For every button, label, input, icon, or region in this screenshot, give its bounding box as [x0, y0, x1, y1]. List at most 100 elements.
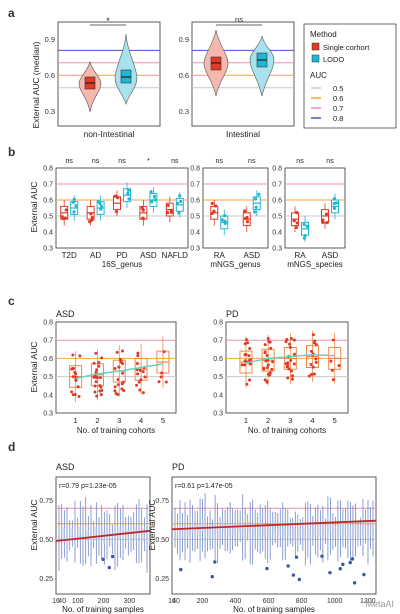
- data-point: [143, 375, 147, 379]
- box: [267, 525, 269, 539]
- data-point: [76, 385, 80, 389]
- box: [194, 524, 196, 538]
- box: [224, 524, 226, 537]
- data-point: [137, 380, 141, 384]
- data-point: [311, 333, 315, 337]
- panel-d-ylabel-pd: External AUC: [147, 499, 157, 550]
- plot-frame: [55, 476, 151, 595]
- plot-frame: [225, 321, 349, 414]
- data-point: [265, 366, 269, 370]
- box: [317, 524, 319, 538]
- data-point: [92, 375, 96, 379]
- ytick-label: 0.75: [155, 498, 169, 505]
- data-point: [97, 364, 101, 368]
- box: [367, 525, 369, 539]
- facet-label: Intestinal: [226, 129, 260, 139]
- data-point: [210, 211, 214, 215]
- outlier-point: [362, 572, 366, 577]
- data-point: [138, 388, 142, 392]
- box: [211, 527, 214, 541]
- category-label: RA: [214, 251, 226, 260]
- box: [114, 531, 116, 545]
- data-point: [93, 384, 97, 388]
- outlier-point: [320, 554, 324, 558]
- data-point: [159, 375, 163, 379]
- panel-a: External AUC (median) * 0.9 0.6 0.3 non-…: [31, 15, 397, 139]
- box: [372, 522, 374, 535]
- data-point: [74, 378, 78, 382]
- data-point: [153, 198, 157, 202]
- box: [108, 524, 111, 537]
- x-axis-label: No. of training samples: [62, 605, 144, 614]
- outlier-point: [101, 557, 105, 562]
- data-point: [114, 392, 118, 396]
- box: [332, 525, 334, 538]
- sig-label: ns: [235, 15, 243, 24]
- ytick-label: 0.50: [39, 537, 53, 544]
- data-point: [266, 336, 270, 340]
- data-point: [245, 382, 249, 386]
- sig-label: *: [106, 16, 110, 26]
- data-point: [285, 337, 289, 341]
- ytick-label: 0.3: [213, 411, 223, 418]
- outlier-point: [291, 573, 296, 577]
- data-point: [248, 362, 252, 366]
- data-point: [303, 233, 307, 238]
- data-point: [287, 367, 291, 371]
- box: [246, 521, 249, 534]
- box: [314, 525, 317, 538]
- category-label: RA: [294, 251, 306, 260]
- data-point: [268, 373, 272, 377]
- data-point: [289, 358, 293, 362]
- box: [186, 525, 189, 538]
- category-label: ASD: [244, 251, 261, 260]
- plot-frame: [202, 167, 269, 249]
- data-point: [120, 382, 124, 386]
- data-point: [248, 346, 252, 350]
- facet-label: 16S_genus: [102, 260, 142, 269]
- xtick-label: 300: [123, 598, 135, 605]
- box: [294, 527, 297, 541]
- ytick-label: 0.8: [272, 166, 282, 173]
- box: [231, 523, 234, 536]
- box: [66, 528, 68, 541]
- box: [236, 521, 239, 535]
- data-point: [135, 383, 139, 387]
- legend-frame: [303, 23, 397, 129]
- xtick-label: 4: [139, 416, 143, 425]
- box: [181, 526, 184, 539]
- data-point: [94, 351, 98, 355]
- data-point: [99, 207, 103, 211]
- outlier-point: [294, 555, 299, 559]
- box: [312, 524, 314, 538]
- box: [209, 523, 211, 537]
- data-point: [116, 377, 120, 381]
- outlier-point: [352, 581, 357, 585]
- data-point: [292, 338, 296, 342]
- box: [74, 525, 76, 538]
- xtick-label: 100: [72, 598, 84, 605]
- box: [76, 526, 79, 540]
- data-point: [150, 200, 154, 204]
- data-point: [248, 358, 252, 362]
- xtick-label: 4: [310, 416, 314, 425]
- ytick-label: 0.4: [43, 230, 53, 237]
- panel-letter-a: a: [8, 6, 15, 20]
- ytick-label: 0.5: [213, 374, 223, 381]
- plot-frame: [171, 476, 377, 595]
- box: [344, 521, 347, 535]
- data-point: [257, 192, 261, 196]
- data-point: [127, 197, 131, 201]
- box: [206, 527, 209, 541]
- data-point: [99, 376, 103, 380]
- data-point: [288, 345, 292, 349]
- data-point: [117, 365, 121, 369]
- data-point: [262, 366, 266, 370]
- x-axis-label: No. of training cohorts: [248, 426, 326, 435]
- data-point: [294, 225, 298, 230]
- ytick-label: 0.8: [190, 166, 200, 173]
- box: [174, 521, 176, 535]
- plot-frame: [57, 21, 161, 127]
- data-point: [157, 380, 161, 384]
- xtick-label: 600: [263, 598, 275, 605]
